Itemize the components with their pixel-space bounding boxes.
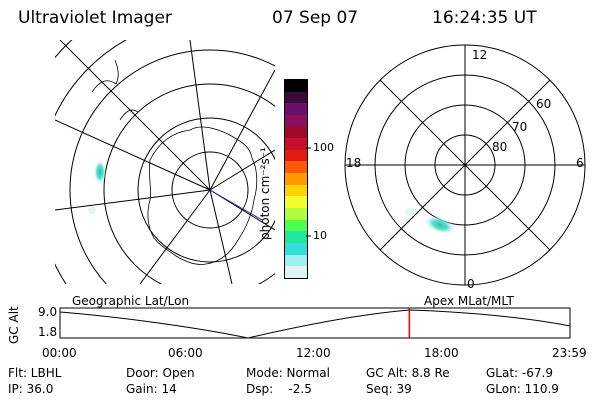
geographic-map-label: Geographic Lat/Lon	[72, 294, 190, 308]
filter-readout: Flt: LBHL	[8, 366, 62, 380]
mlat-label-70: 70	[512, 120, 528, 134]
colorbar-swatch	[285, 184, 307, 197]
colorbar-tick-100: 100	[313, 141, 334, 154]
colorbar-swatch	[285, 138, 307, 150]
date-label: 07 Sep 07	[272, 8, 359, 28]
gc-alt-readout: GC Alt: 8.8 Re	[366, 366, 450, 380]
colorbar-swatch	[285, 173, 307, 185]
alt-xtick-0000: 00:00	[42, 346, 77, 360]
colorbar-swatch	[285, 196, 307, 209]
alt-xtick-0600: 06:00	[168, 346, 203, 360]
alt-xtick-2359: 23:59	[552, 346, 587, 360]
instrument-title: Ultraviolet Imager	[18, 8, 172, 28]
colorbar-swatch	[285, 103, 307, 115]
aurora-spot-geo	[94, 160, 106, 184]
glat-readout: GLat: -67.9	[486, 366, 553, 380]
aurora-speck-geo	[88, 206, 96, 214]
mlat-label-60: 60	[536, 97, 552, 111]
ip-readout: IP: 36.0	[8, 382, 54, 396]
seq-readout: Seq: 39	[366, 382, 412, 396]
colorbar-swatch	[285, 219, 307, 232]
color-scale	[284, 79, 308, 279]
aurora-spot-polar	[424, 215, 456, 235]
colorbar-swatch	[285, 161, 307, 174]
colorbar-swatch	[285, 91, 307, 104]
alt-ytick-9: 9.0	[38, 305, 58, 319]
mlt-label-18: 18	[346, 156, 362, 170]
mlat-label-80: 80	[492, 140, 508, 154]
colorbar-swatch	[285, 80, 307, 92]
colorbar-swatch	[285, 126, 307, 139]
alt-ylabel: GC Alt	[7, 306, 21, 344]
colorbar-swatch	[285, 266, 307, 278]
colorbar-swatch	[285, 114, 307, 127]
mode-readout: Mode: Normal	[246, 366, 330, 380]
dsp-readout: Dsp: -2.5	[246, 382, 312, 396]
gain-readout: Gain: 14	[126, 382, 177, 396]
colorbar-swatch	[285, 208, 307, 220]
mlt-label-12: 12	[472, 48, 488, 62]
alt-xtick-1800: 18:00	[424, 346, 459, 360]
door-readout: Door: Open	[126, 366, 195, 380]
colorbar-swatch	[285, 149, 307, 162]
polar-map-label: Apex MLat/MLT	[424, 294, 514, 308]
aurora-speck-polar	[405, 208, 415, 216]
colorbar-swatch	[285, 231, 307, 243]
colorbar-tick-10: 10	[313, 229, 327, 242]
alt-ytick-1: 1.8	[38, 325, 58, 339]
time-label: 16:24:35 UT	[432, 8, 537, 28]
colorbar-swatch	[285, 242, 307, 255]
colorbar-swatch	[285, 254, 307, 267]
mlt-label-0: 0	[467, 277, 475, 291]
glon-readout: GLon: 110.9	[486, 382, 559, 396]
alt-xtick-1200: 12:00	[296, 346, 331, 360]
mlt-label-6: 6	[576, 156, 584, 170]
